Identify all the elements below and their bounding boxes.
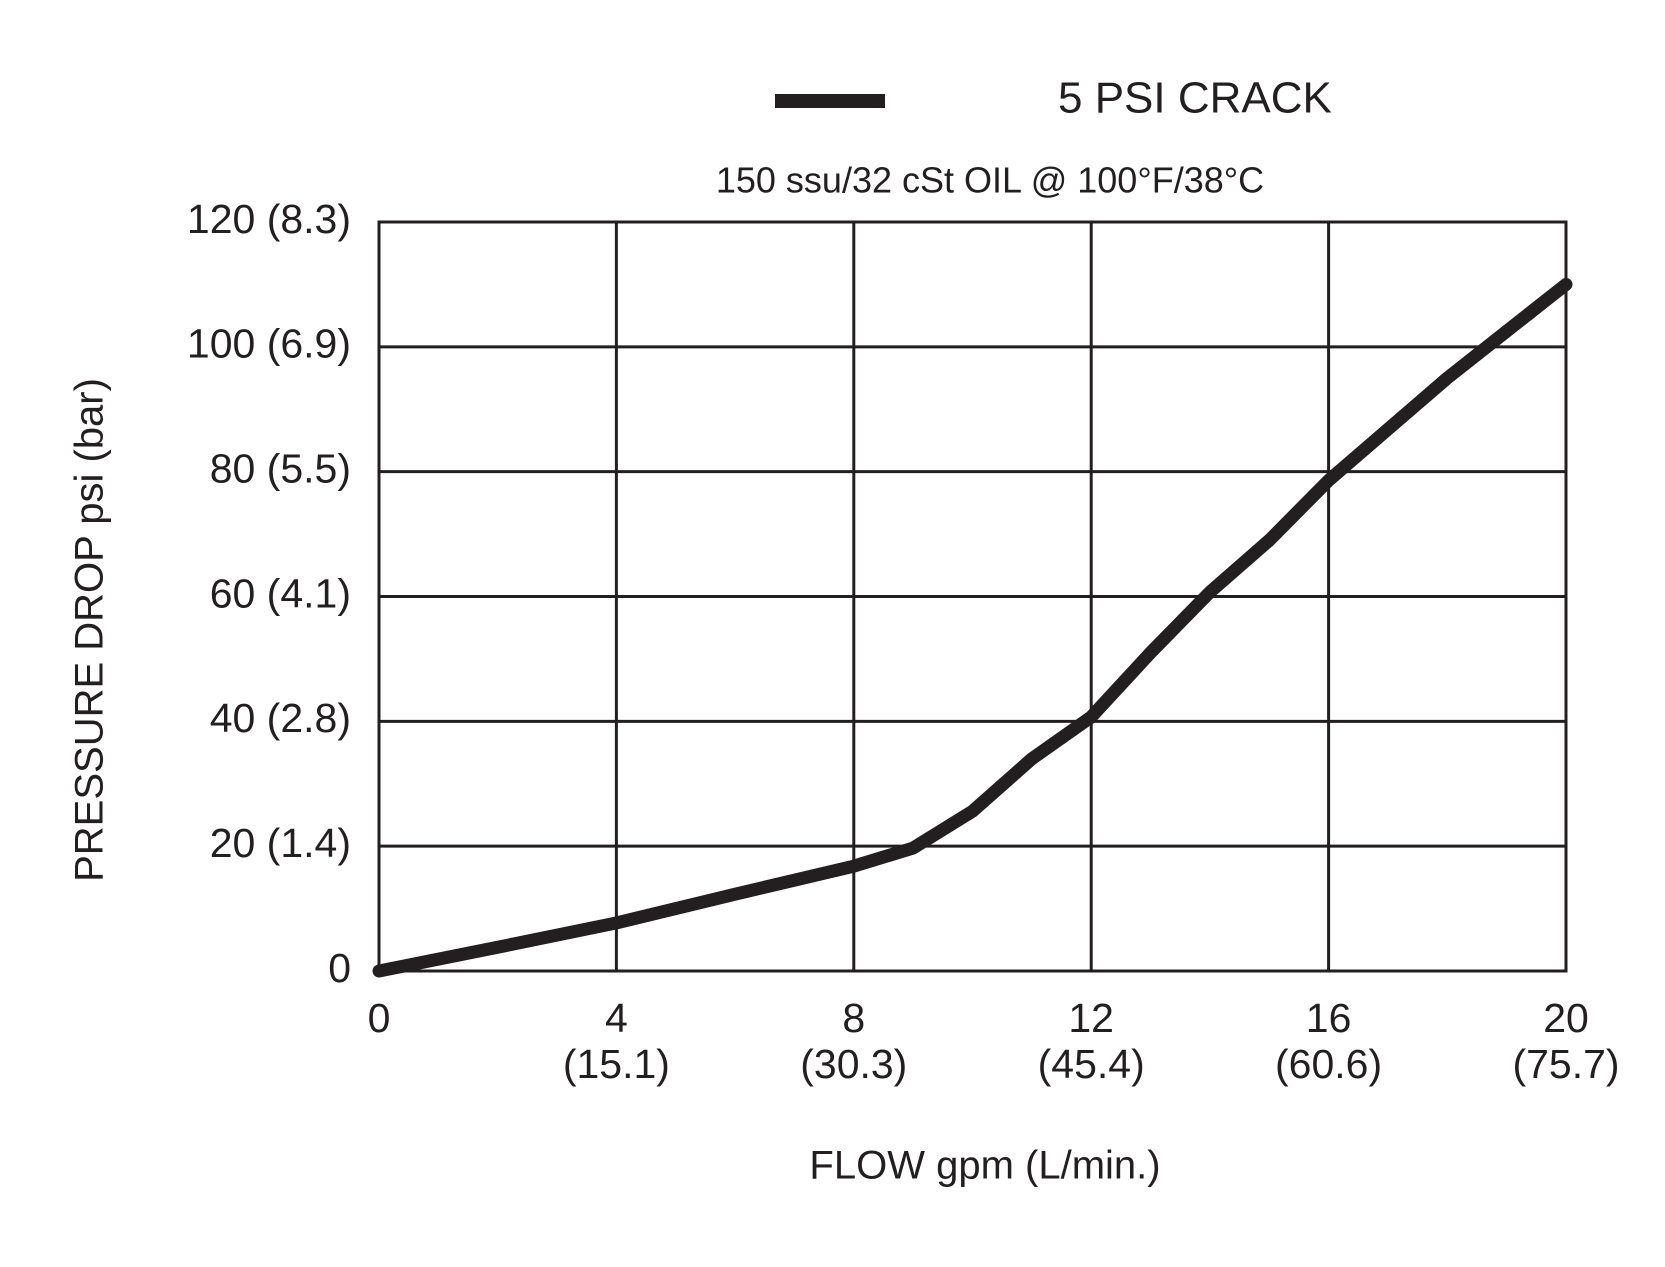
y-tick-label: 20 (1.4) [210, 820, 351, 866]
x-tick-label: 16 (60.6) [1275, 995, 1383, 1087]
x-axis-label: FLOW gpm (L/min.) [809, 1144, 1160, 1188]
y-axis-label: PRESSURE DROP psi (bar) [68, 378, 112, 882]
y-tick-label: 80 (5.5) [210, 445, 351, 491]
x-tick-label: 4 (15.1) [562, 995, 670, 1087]
y-tick-label: 100 (6.9) [187, 321, 351, 367]
chart-subtitle: 150 ssu/32 cSt OIL @ 100°F/38°C [716, 160, 1264, 201]
legend-label: 5 PSI CRACK [1058, 74, 1332, 123]
x-tick-label: 0 [367, 995, 391, 1041]
x-tick-label: 8 (30.3) [800, 995, 908, 1087]
y-tick-label: 0 [328, 945, 351, 991]
plot-frame [377, 220, 1568, 973]
y-tick-label: 120 (8.3) [187, 196, 351, 242]
data-line [372, 277, 1573, 978]
y-tick-label: 60 (4.1) [210, 570, 351, 616]
y-tick-label: 40 (2.8) [210, 695, 351, 741]
x-tick-label: 20 (75.7) [1512, 995, 1620, 1087]
x-tick-label: 12 (45.4) [1037, 995, 1145, 1087]
